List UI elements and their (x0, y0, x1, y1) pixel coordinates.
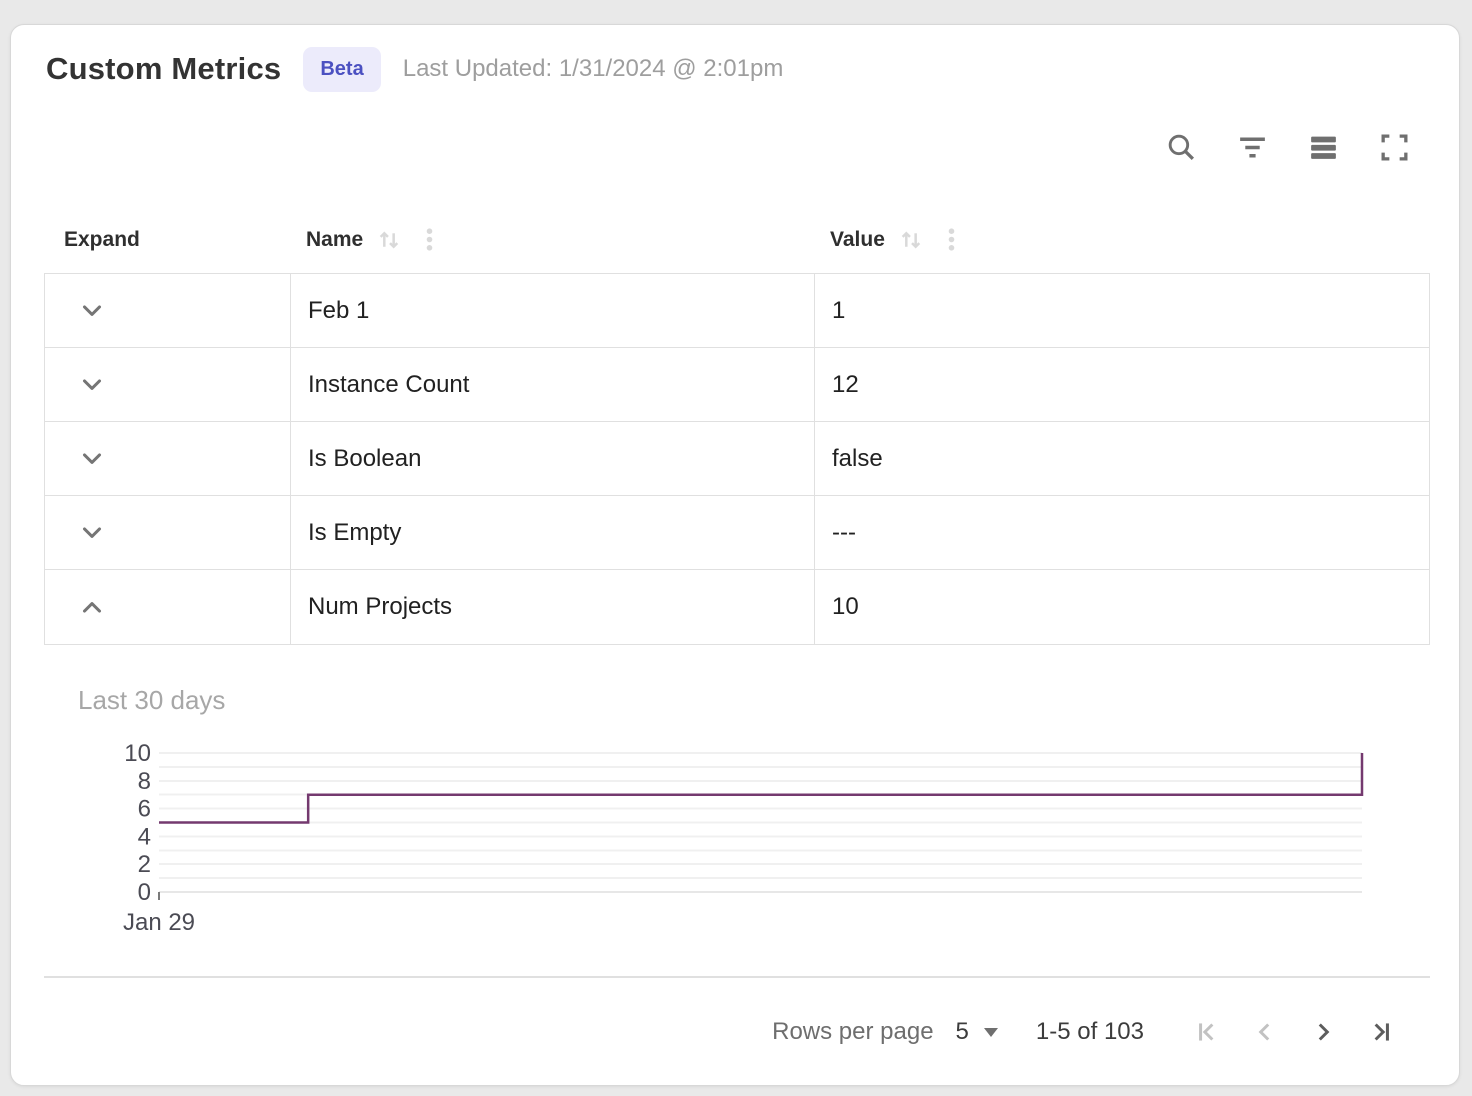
sort-icon[interactable] (898, 226, 925, 253)
metric-name-cell: Is Empty (290, 496, 814, 569)
chevron-down-icon (83, 378, 101, 390)
svg-text:2: 2 (138, 851, 151, 878)
chevron-right-icon (1318, 1023, 1330, 1041)
expand-row-button[interactable] (75, 442, 109, 476)
pagination-controls (1188, 1013, 1400, 1051)
pagination-range-label: 1-5 of 103 (1035, 1018, 1144, 1045)
metric-name-cell: Instance Count (290, 348, 814, 421)
metric-name-cell: Num Projects (290, 570, 814, 644)
previous-page-button[interactable] (1246, 1013, 1284, 1051)
metric-name-cell: Feb 1 (290, 274, 814, 347)
chevron-down-icon (83, 304, 101, 316)
svg-text:Last 30 days: Last 30 days (78, 685, 225, 715)
chevron-down-icon (83, 526, 101, 538)
metric-value-cell: 1 (814, 274, 1429, 347)
select-arrow-icon (983, 1027, 998, 1037)
filter-button[interactable] (1236, 131, 1269, 164)
column-header-name[interactable]: Name (289, 226, 813, 253)
metric-name-cell: Is Boolean (290, 422, 814, 495)
metric-value-cell: false (814, 422, 1429, 495)
density-button[interactable] (1307, 131, 1340, 164)
svg-text:0: 0 (138, 879, 151, 906)
rows-per-page-select[interactable]: 5 (956, 1018, 998, 1046)
metric-value-cell: --- (814, 496, 1429, 569)
card-header: Custom Metrics Beta Last Updated: 1/31/2… (46, 45, 783, 93)
first-page-button[interactable] (1188, 1013, 1226, 1051)
last-page-icon (1374, 1023, 1389, 1041)
grid-rows: Feb 1 1 Instance Count 12 Is Boole (44, 273, 1430, 645)
column-header-expand-label: Expand (64, 227, 140, 251)
data-grid: Expand Name Value (44, 206, 1430, 1086)
expand-row-button[interactable] (75, 516, 109, 550)
table-row: Is Empty --- (45, 496, 1429, 570)
column-header-value[interactable]: Value (813, 226, 1430, 253)
filter-icon (1240, 137, 1265, 158)
chevron-down-icon (83, 452, 101, 464)
svg-text:4: 4 (138, 823, 151, 850)
expand-row-button[interactable] (75, 368, 109, 402)
fullscreen-button[interactable] (1378, 131, 1411, 164)
chevron-up-icon (83, 602, 101, 613)
table-row: Feb 1 1 (45, 274, 1429, 348)
pagination-footer: Rows per page 5 1-5 of 103 (44, 976, 1430, 1086)
svg-text:10: 10 (124, 740, 151, 767)
next-page-button[interactable] (1304, 1013, 1342, 1051)
svg-text:Jan 29: Jan 29 (123, 909, 195, 936)
expand-row-button[interactable] (75, 294, 109, 328)
table-row: Instance Count 12 (45, 348, 1429, 422)
rows-per-page-label: Rows per page (772, 1018, 934, 1045)
table-row: Num Projects 10 (45, 570, 1429, 644)
metric-value-cell: 10 (814, 570, 1429, 644)
density-icon (1311, 136, 1336, 159)
datagrid-toolbar (1165, 131, 1411, 164)
expanded-row-detail-panel: Last 30 days 0 2 4 6 8 10 Jan 29 (44, 645, 1430, 976)
svg-text:6: 6 (138, 796, 151, 823)
collapse-row-button[interactable] (75, 590, 109, 624)
column-header-value-label: Value (830, 227, 885, 251)
page-title: Custom Metrics (46, 51, 282, 86)
column-header-name-label: Name (306, 227, 364, 251)
last-page-button[interactable] (1362, 1013, 1400, 1051)
grid-header-row: Expand Name Value (44, 206, 1430, 273)
rows-per-page-value: 5 (955, 1018, 969, 1045)
search-icon (1168, 134, 1195, 161)
last-updated-text: Last Updated: 1/31/2024 @ 2:01pm (402, 55, 784, 82)
chevron-left-icon (1258, 1023, 1270, 1041)
column-menu-icon[interactable] (416, 226, 443, 253)
beta-badge: Beta (303, 46, 381, 92)
column-header-expand[interactable]: Expand (44, 228, 289, 252)
metric-value-cell: 12 (814, 348, 1429, 421)
column-menu-icon[interactable] (938, 226, 965, 253)
fullscreen-icon (1381, 134, 1408, 161)
sort-icon[interactable] (376, 226, 403, 253)
table-row: Is Boolean false (45, 422, 1429, 496)
svg-text:8: 8 (138, 768, 151, 795)
custom-metrics-card: Custom Metrics Beta Last Updated: 1/31/2… (10, 24, 1460, 1086)
first-page-icon (1199, 1023, 1214, 1041)
search-button[interactable] (1165, 131, 1198, 164)
